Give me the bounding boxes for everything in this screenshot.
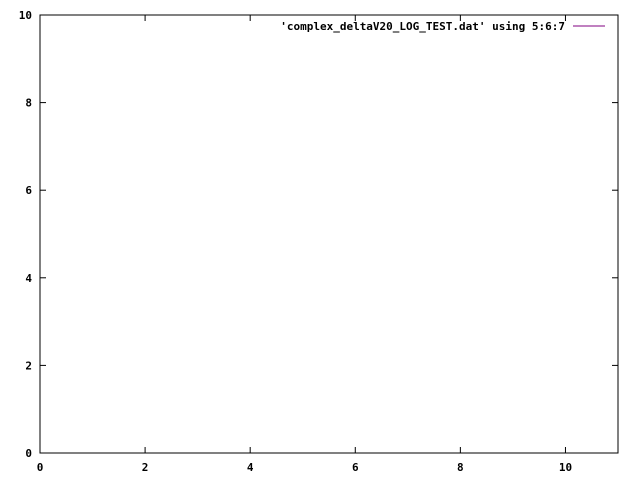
legend: 'complex_deltaV20_LOG_TEST.dat' using 5:… [280, 20, 605, 33]
y-tick-label: 10 [19, 9, 32, 22]
x-axis-ticks: 0 2 4 6 8 10 [37, 15, 572, 474]
y-axis-ticks: 0 2 4 6 8 10 [19, 9, 618, 460]
legend-entry-label: 'complex_deltaV20_LOG_TEST.dat' using 5:… [280, 20, 565, 33]
x-tick-label: 6 [352, 461, 359, 474]
y-tick-label: 6 [25, 184, 32, 197]
x-tick-label: 2 [142, 461, 149, 474]
x-tick-label: 10 [559, 461, 572, 474]
x-tick-label: 4 [247, 461, 254, 474]
y-tick-label: 0 [25, 447, 32, 460]
x-tick-label: 0 [37, 461, 44, 474]
plot-frame [39, 14, 619, 454]
y-tick-label: 2 [25, 359, 32, 372]
y-tick-label: 8 [25, 97, 32, 110]
x-tick-label: 8 [457, 461, 464, 474]
y-tick-label: 4 [25, 272, 32, 285]
